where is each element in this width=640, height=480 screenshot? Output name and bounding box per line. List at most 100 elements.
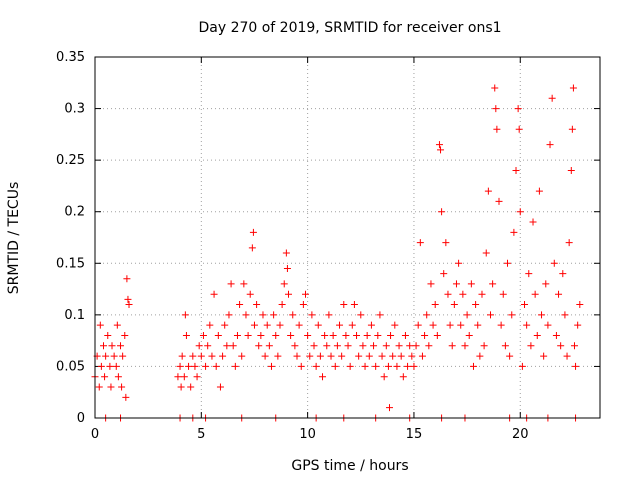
data-point — [278, 301, 286, 309]
data-point — [431, 301, 439, 309]
data-point — [312, 362, 320, 370]
data-point — [501, 342, 509, 350]
data-point — [484, 187, 492, 195]
data-point — [231, 362, 239, 370]
x-tick-label: 0 — [91, 427, 99, 442]
data-point — [353, 331, 361, 339]
data-point — [267, 362, 275, 370]
y-axis-label: SRMTID / TECUs — [6, 182, 22, 295]
data-point — [540, 352, 548, 360]
data-point — [555, 290, 563, 298]
data-point — [216, 383, 224, 391]
data-point — [412, 342, 420, 350]
data-point — [176, 362, 184, 370]
data-point — [308, 311, 316, 319]
data-point — [327, 352, 335, 360]
data-point — [314, 321, 322, 329]
data-point — [310, 342, 318, 350]
data-point — [493, 125, 501, 133]
data-point — [122, 393, 130, 401]
data-point — [448, 342, 456, 350]
data-point — [208, 352, 216, 360]
data-point — [212, 362, 220, 370]
data-point — [331, 362, 339, 370]
data-point — [233, 331, 241, 339]
data-point — [257, 331, 265, 339]
data-point — [552, 331, 560, 339]
data-point — [529, 218, 537, 226]
data-point — [348, 321, 356, 329]
data-point — [472, 301, 480, 309]
data-point — [295, 321, 303, 329]
data-point — [476, 352, 484, 360]
data-point — [259, 311, 267, 319]
data-point — [108, 342, 116, 350]
data-point — [189, 352, 197, 360]
data-point — [372, 362, 380, 370]
data-point — [535, 187, 543, 195]
data-point — [359, 342, 367, 350]
data-point — [514, 105, 522, 113]
data-point — [276, 321, 284, 329]
data-point — [117, 342, 125, 350]
data-point — [418, 352, 426, 360]
data-point — [107, 383, 115, 391]
data-point — [96, 321, 104, 329]
data-point — [467, 280, 475, 288]
data-point — [469, 362, 477, 370]
data-point — [240, 280, 248, 288]
x-axis-label: GPS time / hours — [291, 458, 408, 474]
data-point — [225, 311, 233, 319]
data-point — [423, 311, 431, 319]
data-point — [389, 352, 397, 360]
data-point — [195, 342, 203, 350]
y-tick-label: 0.1 — [64, 308, 85, 323]
data-point — [297, 362, 305, 370]
data-point — [97, 362, 105, 370]
data-point — [408, 352, 416, 360]
data-point — [459, 290, 467, 298]
data-point — [495, 197, 503, 205]
data-point — [546, 141, 554, 149]
y-tick-label: 0.15 — [56, 256, 85, 271]
data-point — [474, 321, 482, 329]
data-point — [563, 352, 571, 360]
data-point — [533, 331, 541, 339]
data-point — [440, 270, 448, 278]
data-point — [202, 362, 210, 370]
data-point — [404, 362, 412, 370]
data-point — [242, 311, 250, 319]
y-tick-label: 0.3 — [64, 102, 85, 117]
data-point — [187, 383, 195, 391]
data-point — [395, 342, 403, 350]
data-point — [182, 331, 190, 339]
data-point — [378, 352, 386, 360]
data-point — [452, 280, 460, 288]
data-point — [180, 373, 188, 381]
data-point — [527, 342, 535, 350]
data-point — [118, 383, 126, 391]
data-point — [568, 125, 576, 133]
data-point — [124, 295, 132, 303]
data-point — [299, 301, 307, 309]
data-point — [512, 166, 520, 174]
data-point — [197, 352, 205, 360]
data-point — [508, 311, 516, 319]
data-point — [410, 362, 418, 370]
data-point — [387, 331, 395, 339]
data-point — [438, 208, 446, 216]
data-point — [559, 270, 567, 278]
data-point — [550, 259, 558, 267]
data-point — [355, 352, 363, 360]
data-point — [246, 290, 254, 298]
data-point — [425, 342, 433, 350]
data-point — [365, 352, 373, 360]
data-point — [416, 239, 424, 247]
data-point — [270, 311, 278, 319]
data-point — [110, 352, 118, 360]
data-point — [316, 352, 324, 360]
data-point — [272, 331, 280, 339]
data-point — [548, 94, 556, 102]
data-point — [370, 342, 378, 350]
data-point — [572, 362, 580, 370]
